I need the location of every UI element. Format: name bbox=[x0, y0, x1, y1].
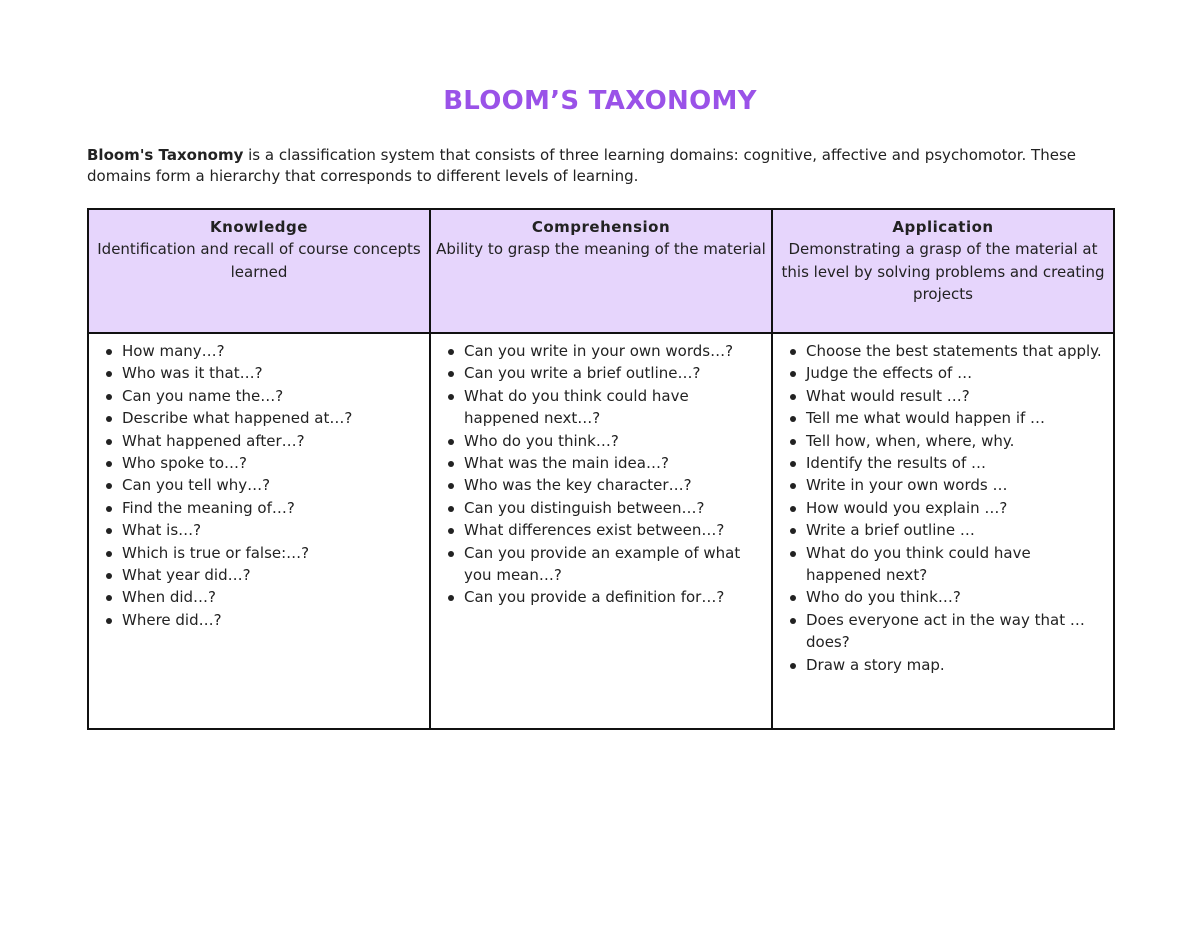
list-item: Tell me what would happen if … bbox=[779, 407, 1107, 429]
taxonomy-table: Knowledge Identification and recall of co… bbox=[87, 208, 1115, 730]
list-item: What would result …? bbox=[779, 385, 1107, 407]
column-description: Ability to grasp the meaning of the mate… bbox=[436, 240, 766, 259]
list-item: Which is true or false:…? bbox=[95, 542, 423, 564]
header-row: Knowledge Identification and recall of co… bbox=[87, 208, 1115, 334]
column-name: Knowledge bbox=[210, 218, 308, 236]
list-item: Who was it that…? bbox=[95, 362, 423, 384]
list-item: Where did…? bbox=[95, 609, 423, 631]
list-item: What was the main idea…? bbox=[437, 452, 765, 474]
knowledge-questions: How many…? Who was it that…? Can you name … bbox=[87, 332, 431, 730]
question-list: Can you write in your own words…? Can you… bbox=[437, 340, 765, 609]
intro-bold-term: Bloom's Taxonomy bbox=[87, 146, 244, 164]
column-name: Comprehension bbox=[531, 218, 671, 236]
list-item: Can you provide an example of what you m… bbox=[437, 542, 765, 587]
column-description: Demonstrating a grasp of the material at… bbox=[781, 240, 1105, 304]
header-application: Application Demonstrating a grasp of the … bbox=[771, 208, 1115, 334]
list-item: Choose the best statements that apply. bbox=[779, 340, 1107, 362]
list-item: What do you think could have happened ne… bbox=[779, 542, 1107, 587]
list-item: How many…? bbox=[95, 340, 423, 362]
list-item: Can you write in your own words…? bbox=[437, 340, 765, 362]
list-item: What happened after…? bbox=[95, 430, 423, 452]
comprehension-questions: Can you write in your own words…? Can you… bbox=[429, 332, 773, 730]
list-item: When did…? bbox=[95, 586, 423, 608]
intro-text: is a classification system that consists… bbox=[87, 146, 1076, 185]
header-comprehension: Comprehension Ability to grasp the meanin… bbox=[429, 208, 773, 334]
list-item: Can you tell why…? bbox=[95, 474, 423, 496]
header-knowledge: Knowledge Identification and recall of co… bbox=[87, 208, 431, 334]
list-item: Judge the effects of … bbox=[779, 362, 1107, 384]
list-item: Can you provide a definition for…? bbox=[437, 586, 765, 608]
list-item: Draw a story map. bbox=[779, 654, 1107, 676]
list-item: Who do you think…? bbox=[437, 430, 765, 452]
question-list: How many…? Who was it that…? Can you name … bbox=[95, 340, 423, 631]
list-item: Tell how, when, where, why. bbox=[779, 430, 1107, 452]
list-item: Who was the key character…? bbox=[437, 474, 765, 496]
list-item: Who do you think…? bbox=[779, 586, 1107, 608]
list-item: What year did…? bbox=[95, 564, 423, 586]
page-title: BLOOM’S TAXONOMY bbox=[443, 86, 757, 116]
question-list: Choose the best statements that apply. Ju… bbox=[779, 340, 1107, 676]
list-item: Who spoke to…? bbox=[95, 452, 423, 474]
list-item: Can you name the…? bbox=[95, 385, 423, 407]
list-item: Can you write a brief outline…? bbox=[437, 362, 765, 384]
list-item: How would you explain …? bbox=[779, 497, 1107, 519]
list-item: Does everyone act in the way that … does… bbox=[779, 609, 1107, 654]
questions-row: How many…? Who was it that…? Can you name … bbox=[87, 332, 1115, 730]
list-item: Identify the results of … bbox=[779, 452, 1107, 474]
column-name: Application bbox=[892, 218, 994, 236]
list-item: Can you distinguish between…? bbox=[437, 497, 765, 519]
list-item: What is…? bbox=[95, 519, 423, 541]
list-item: What do you think could have happened ne… bbox=[437, 385, 765, 430]
list-item: Write a brief outline … bbox=[779, 519, 1107, 541]
list-item: Write in your own words … bbox=[779, 474, 1107, 496]
list-item: Describe what happened at…? bbox=[95, 407, 423, 429]
application-questions: Choose the best statements that apply. Ju… bbox=[771, 332, 1115, 730]
intro-paragraph: Bloom's Taxonomy is a classification sys… bbox=[87, 145, 1117, 187]
list-item: Find the meaning of…? bbox=[95, 497, 423, 519]
column-description: Identification and recall of course conc… bbox=[97, 240, 421, 281]
list-item: What differences exist between…? bbox=[437, 519, 765, 541]
